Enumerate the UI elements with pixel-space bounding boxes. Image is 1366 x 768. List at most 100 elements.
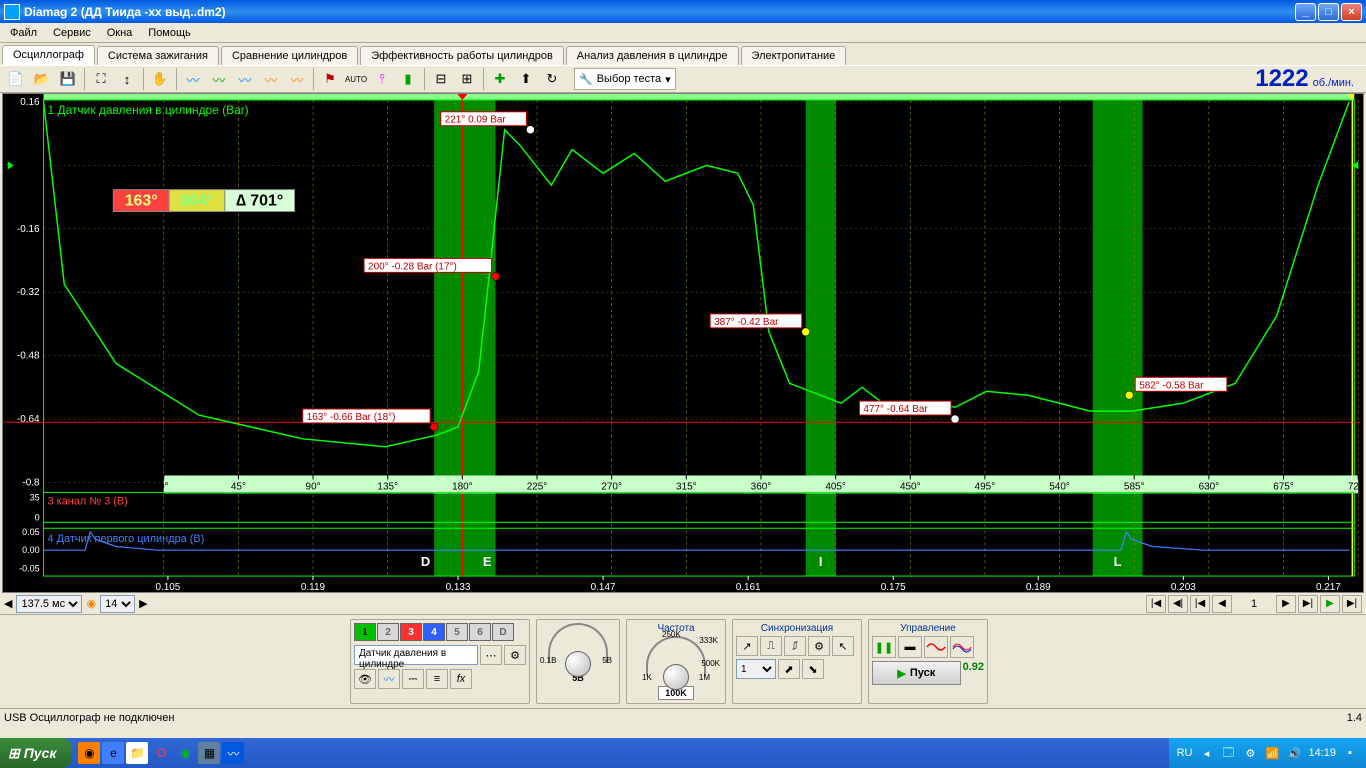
taskbar-app-7[interactable]: 〰 xyxy=(222,742,244,764)
scope-canvas[interactable]: 0.16-0.16-0.32-0.48-0.64-0.81 Датчик дав… xyxy=(3,94,1363,592)
ch-tool-visible[interactable]: 👁 xyxy=(354,669,376,689)
nav-prev-marker[interactable]: ◀| xyxy=(1168,595,1188,613)
taskbar-app-5[interactable]: ◉ xyxy=(174,742,196,764)
close-button[interactable]: × xyxy=(1341,3,1362,21)
tool-marker[interactable]: ⫯ xyxy=(370,67,394,91)
tool-open[interactable]: 📂 xyxy=(30,67,54,91)
sync-panel: Синхронизация ↗ ⎍ ⎎ ⚙ ↖ 1 ⬈ ⬊ xyxy=(732,619,862,704)
sync-channel-select[interactable]: 1 xyxy=(736,659,776,679)
tool-zoom-y[interactable]: ↕ xyxy=(115,67,139,91)
sync-mode-a[interactable]: ↗ xyxy=(736,636,758,656)
tray-icon-3[interactable]: ⚙ xyxy=(1242,745,1258,761)
tool-cursor-d[interactable]: 〰 xyxy=(259,67,283,91)
channel-button-5[interactable]: 5 xyxy=(446,623,468,641)
ctrl-wave-multi[interactable] xyxy=(950,636,974,658)
sync-mode-c[interactable]: ⎎ xyxy=(784,636,806,656)
timebase-select[interactable]: 137.5 мс xyxy=(16,595,82,613)
tool-cursor-c[interactable]: 〰 xyxy=(233,67,257,91)
tray-clock[interactable]: 14:19 xyxy=(1308,747,1336,759)
tool-add[interactable]: ✚ xyxy=(488,67,512,91)
tool-cursor-a[interactable]: 〰 xyxy=(181,67,205,91)
tool-up[interactable]: ⬆ xyxy=(514,67,538,91)
scope-area[interactable]: 0.16-0.16-0.32-0.48-0.64-0.81 Датчик дав… xyxy=(2,93,1364,593)
menu-service[interactable]: Сервис xyxy=(47,25,97,41)
sync-mode-b[interactable]: ⎍ xyxy=(760,636,782,656)
tool-cursor-b[interactable]: 〰 xyxy=(207,67,231,91)
tray-volume-icon[interactable]: 🔊 xyxy=(1286,745,1302,761)
maximize-button[interactable]: □ xyxy=(1318,3,1339,21)
tool-auto[interactable]: AUTO xyxy=(344,67,368,91)
tab-oscilloscope[interactable]: Осциллограф xyxy=(2,45,95,65)
freq-dial[interactable]: 250K 333K 500K 1K 1M xyxy=(646,636,706,686)
nav-next[interactable]: ▶ xyxy=(1276,595,1296,613)
channel-name-field[interactable]: Датчик давления в цилиндре xyxy=(354,645,478,665)
tab-cylinder-compare[interactable]: Сравнение цилиндров xyxy=(221,46,358,65)
start-button[interactable]: ⊞ Пуск xyxy=(0,738,72,768)
run-button[interactable]: ▶Пуск xyxy=(872,661,961,685)
sync-cursor[interactable]: ↖ xyxy=(832,636,854,656)
channel-button-4[interactable]: 4 xyxy=(423,623,445,641)
tool-zoom-fit[interactable]: ⛶ xyxy=(89,67,113,91)
tool-reset[interactable]: ↻ xyxy=(540,67,564,91)
sync-settings[interactable]: ⚙ xyxy=(808,636,830,656)
rpm-unit: об./мин. xyxy=(1313,77,1354,89)
tool-ruler1[interactable]: ⊟ xyxy=(429,67,453,91)
tool-cursor-e[interactable]: 〰 xyxy=(285,67,309,91)
ctrl-wave-red[interactable] xyxy=(924,636,948,658)
nav-prev-page[interactable]: |◀ xyxy=(1190,595,1210,613)
channel-button-3[interactable]: 3 xyxy=(400,623,422,641)
nav-next-page[interactable]: ▶| xyxy=(1298,595,1318,613)
tab-power[interactable]: Электропитание xyxy=(741,46,847,65)
minimize-button[interactable]: _ xyxy=(1295,3,1316,21)
menu-help[interactable]: Помощь xyxy=(142,25,197,41)
test-select[interactable]: 🔧 Выбор теста ▾ xyxy=(574,68,676,90)
menu-file[interactable]: Файл xyxy=(4,25,43,41)
svg-text:0.147: 0.147 xyxy=(591,582,616,592)
ch-tool-coupling[interactable]: ⎓ xyxy=(402,669,424,689)
tool-save[interactable]: 💾 xyxy=(56,67,80,91)
channel-menu-button[interactable]: ⋯ xyxy=(480,645,502,665)
tab-pressure-analysis[interactable]: Анализ давления в цилиндре xyxy=(566,46,739,65)
scroll-left-icon[interactable]: ◀ xyxy=(4,597,12,610)
timebase-marker-icon[interactable]: ◉ xyxy=(86,597,96,610)
taskbar-app-2[interactable]: e xyxy=(102,742,124,764)
taskbar-app-6[interactable]: ▦ xyxy=(198,742,220,764)
taskbar-app-1[interactable]: ◉ xyxy=(78,742,100,764)
divs-select[interactable]: 14 xyxy=(100,595,135,613)
taskbar-app-3[interactable]: 📁 xyxy=(126,742,148,764)
channel-button-2[interactable]: 2 xyxy=(377,623,399,641)
ch-tool-filter[interactable]: ≡ xyxy=(426,669,448,689)
tray-icon-end[interactable]: ▪ xyxy=(1342,745,1358,761)
tray-lang[interactable]: RU xyxy=(1177,747,1193,759)
channel-settings-button[interactable]: ⚙ xyxy=(504,645,526,665)
channel-button-1[interactable]: 1 xyxy=(354,623,376,641)
channel-button-D[interactable]: D xyxy=(492,623,514,641)
nav-last[interactable]: ▶| xyxy=(1342,595,1362,613)
nav-prev[interactable]: ◀ xyxy=(1212,595,1232,613)
ctrl-pause[interactable]: ❚❚ xyxy=(872,636,896,658)
tool-flag[interactable]: ⚑ xyxy=(318,67,342,91)
vdiv-dial[interactable]: 0.1B 5B xyxy=(548,623,608,673)
taskbar-app-4[interactable]: O xyxy=(150,742,172,764)
sync-edge-rise[interactable]: ⬈ xyxy=(778,659,800,679)
tool-new[interactable]: 📄 xyxy=(4,67,28,91)
scroll-right-icon[interactable]: ▶ xyxy=(139,597,147,610)
nav-first[interactable]: |◀ xyxy=(1146,595,1166,613)
ctrl-single[interactable]: ▬ xyxy=(898,636,922,658)
ch-tool-fx[interactable]: fx xyxy=(450,669,472,689)
ch-tool-wave[interactable]: 〰 xyxy=(378,669,400,689)
svg-text:35: 35 xyxy=(30,492,40,502)
channel-button-6[interactable]: 6 xyxy=(469,623,491,641)
menu-windows[interactable]: Окна xyxy=(101,25,139,41)
sync-edge-fall[interactable]: ⬊ xyxy=(802,659,824,679)
nav-next-marker[interactable]: ▶ xyxy=(1320,595,1340,613)
tray-icon-2[interactable]: 🗔 xyxy=(1220,745,1236,761)
tool-hand[interactable]: ✋ xyxy=(148,67,172,91)
tray-icon-1[interactable]: ◂ xyxy=(1198,745,1214,761)
tray-icon-4[interactable]: 📶 xyxy=(1264,745,1280,761)
tool-tag[interactable]: ▮ xyxy=(396,67,420,91)
tool-ruler2[interactable]: ⊞ xyxy=(455,67,479,91)
tab-ignition[interactable]: Система зажигания xyxy=(97,46,219,65)
rpm-display: 1222 об./мин. xyxy=(1255,65,1354,93)
tab-cylinder-efficiency[interactable]: Эффективность работы цилиндров xyxy=(360,46,564,65)
